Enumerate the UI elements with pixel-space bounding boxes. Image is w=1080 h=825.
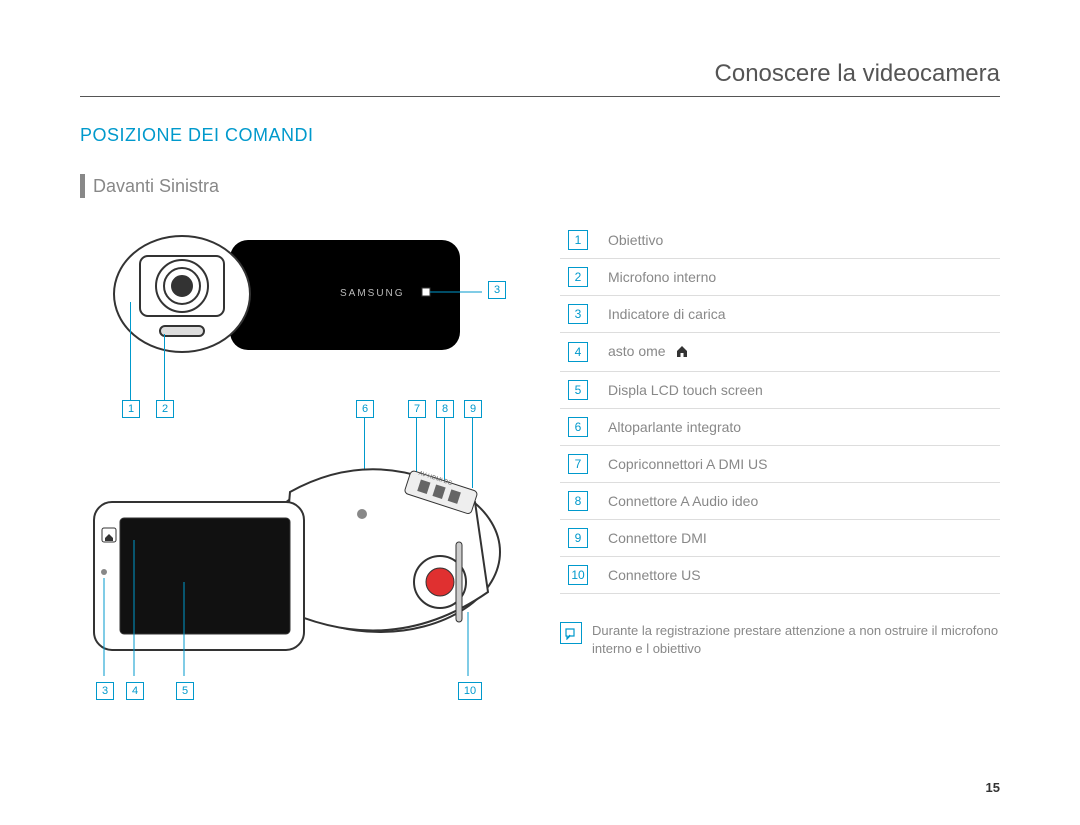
table-row: 3 Indicatore di carica [560, 296, 1000, 333]
callout-9: 9 [464, 400, 482, 418]
part-label: asto ome [596, 333, 1000, 372]
callout-3-bottom: 3 [96, 682, 114, 700]
part-number-box: 10 [568, 565, 588, 585]
note-icon [560, 622, 582, 644]
part-label: Connettore US [596, 556, 1000, 593]
home-icon [675, 344, 689, 361]
section-title: POSIZIONE DEI COMANDI [80, 125, 1000, 146]
part-label: Microfono interno [596, 259, 1000, 296]
part-label: Copriconnettori A DMI US [596, 445, 1000, 482]
table-row: 5 Displa LCD touch screen [560, 371, 1000, 408]
subsection-bar [80, 174, 85, 198]
table-row: 10 Connettore US [560, 556, 1000, 593]
part-number-box: 7 [568, 454, 588, 474]
part-label: Connettore A Audio ideo [596, 482, 1000, 519]
part-number-box: 8 [568, 491, 588, 511]
callout-8: 8 [436, 400, 454, 418]
part-label: Indicatore di carica [596, 296, 1000, 333]
part-number-box: 9 [568, 528, 588, 548]
part-number-box: 5 [568, 380, 588, 400]
callout-6: 6 [356, 400, 374, 418]
camera-diagram: SAMSUNG 3 [80, 222, 520, 722]
part-label: Obiettivo [596, 222, 1000, 259]
part-label: Altoparlante integrato [596, 408, 1000, 445]
table-row: 1 Obiettivo [560, 222, 1000, 259]
subsection-title: Davanti Sinistra [93, 176, 219, 197]
part-label: Displa LCD touch screen [596, 371, 1000, 408]
parts-table: 1 Obiettivo 2 Microfono interno 3 Indicatore … [560, 222, 1000, 594]
part-number-box: 4 [568, 342, 588, 362]
table-row: 8 Connettore A Audio ideo [560, 482, 1000, 519]
part-number-box: 2 [568, 267, 588, 287]
table-row: 9 Connettore DMI [560, 519, 1000, 556]
subsection-heading: Davanti Sinistra [80, 174, 1000, 198]
camera-side-view: AV HDMI DC [80, 432, 520, 692]
callout-4: 4 [126, 682, 144, 700]
callout-1: 1 [122, 400, 140, 418]
svg-text:SAMSUNG: SAMSUNG [340, 288, 405, 299]
part-label: Connettore DMI [596, 519, 1000, 556]
part-number-box: 3 [568, 304, 588, 324]
callout-5: 5 [176, 682, 194, 700]
callout-2: 2 [156, 400, 174, 418]
callout-3-top: 3 [488, 281, 506, 299]
note-box: Durante la registrazione prestare attenz… [560, 622, 1000, 658]
camera-front-view: SAMSUNG 3 [110, 222, 490, 372]
page-number: 15 [986, 780, 1000, 795]
part-number-box: 6 [568, 417, 588, 437]
part-number-box: 1 [568, 230, 588, 250]
table-row: 7 Copriconnettori A DMI US [560, 445, 1000, 482]
table-row: 2 Microfono interno [560, 259, 1000, 296]
page-header: Conoscere la videocamera [80, 60, 1000, 97]
callout-7: 7 [408, 400, 426, 418]
table-row: 6 Altoparlante integrato [560, 408, 1000, 445]
callout-10: 10 [458, 682, 482, 700]
note-text: Durante la registrazione prestare attenz… [592, 622, 1000, 658]
table-row: 4 asto ome [560, 333, 1000, 372]
